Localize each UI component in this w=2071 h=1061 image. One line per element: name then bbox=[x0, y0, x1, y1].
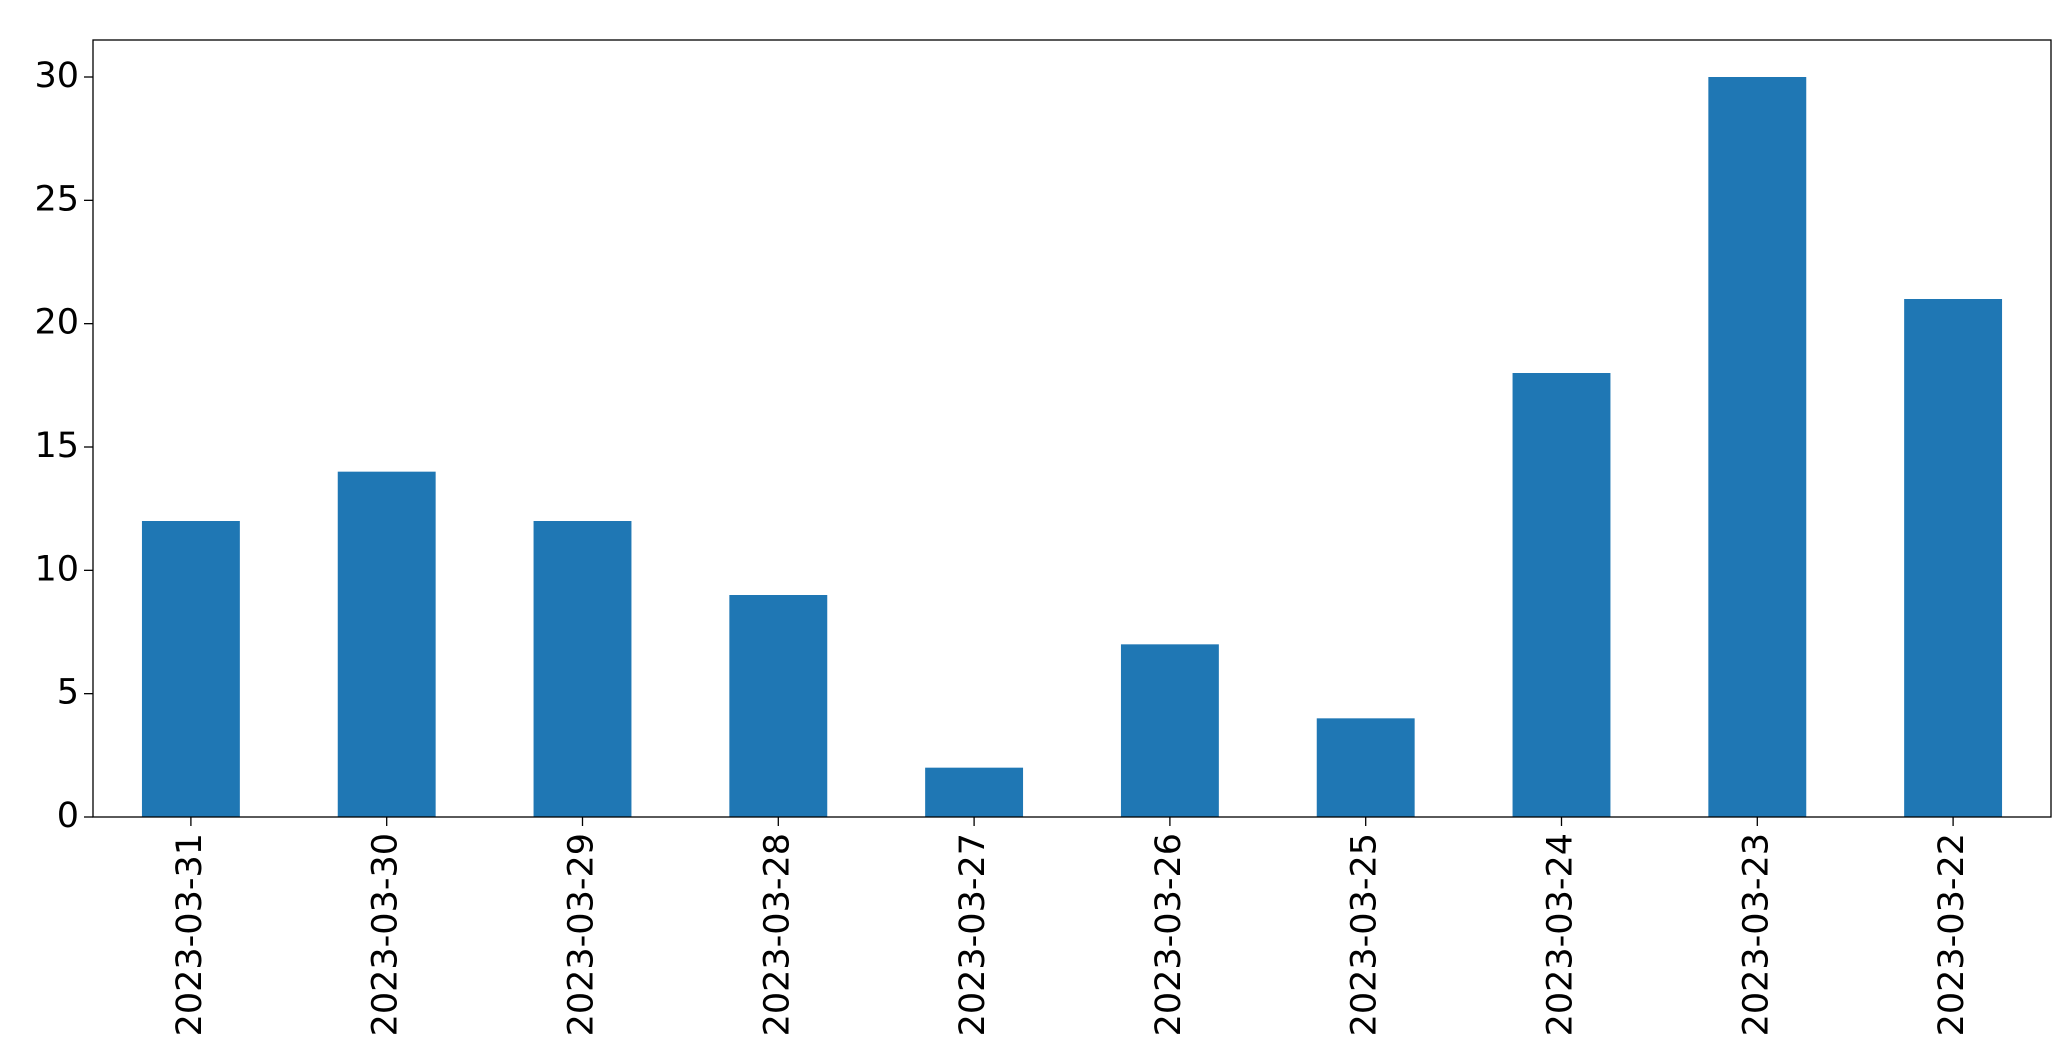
bar bbox=[729, 595, 828, 817]
bar bbox=[925, 767, 1024, 817]
bar bbox=[1708, 77, 1807, 817]
bar bbox=[1512, 373, 1611, 817]
axes-frame bbox=[92, 39, 2052, 818]
x-tick-label: 2023-03-25 bbox=[1345, 833, 1385, 1036]
y-tick-label: 15 bbox=[34, 426, 79, 466]
y-tick-label: 20 bbox=[34, 303, 79, 343]
x-tick-label: 2023-03-29 bbox=[562, 833, 602, 1036]
bar bbox=[337, 471, 436, 817]
x-tick-label: 2023-03-28 bbox=[757, 833, 797, 1036]
x-tick-label: 2023-03-31 bbox=[170, 833, 210, 1036]
x-tick-label: 2023-03-23 bbox=[1736, 833, 1776, 1036]
bar bbox=[1316, 718, 1415, 817]
y-tick-label: 10 bbox=[34, 549, 79, 589]
x-tick-label: 2023-03-26 bbox=[1149, 833, 1189, 1036]
x-tick-label: 2023-03-24 bbox=[1541, 833, 1581, 1036]
y-tick-label: 25 bbox=[34, 179, 79, 219]
y-tick-label: 0 bbox=[57, 796, 79, 836]
x-tick-label: 2023-03-22 bbox=[1932, 833, 1972, 1036]
y-tick-label: 5 bbox=[57, 673, 79, 713]
bar bbox=[1120, 644, 1219, 817]
bar bbox=[1904, 299, 2003, 817]
y-tick-label: 30 bbox=[34, 56, 79, 96]
x-tick-label: 2023-03-30 bbox=[366, 833, 406, 1036]
x-tick-label: 2023-03-27 bbox=[953, 833, 993, 1036]
bar bbox=[533, 521, 632, 817]
bar bbox=[141, 521, 240, 817]
